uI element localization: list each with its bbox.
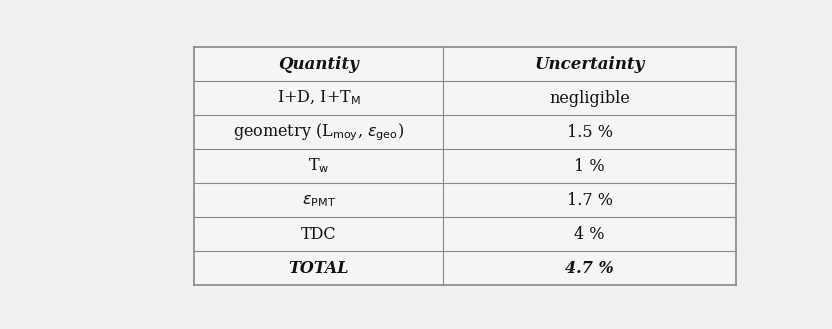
Text: negligible: negligible [549,89,630,107]
Bar [195,81,443,115]
Bar [443,251,736,285]
Text: TOTAL: TOTAL [289,260,349,277]
Bar [443,149,736,183]
Bar [195,115,443,149]
Bar [443,47,736,81]
Bar [195,183,443,217]
Text: 4 %: 4 % [574,226,605,243]
Bar [443,217,736,251]
Bar [443,115,736,149]
Bar [195,47,443,81]
Text: geometry (L$_\mathrm{moy}$, $\varepsilon_\mathrm{geo}$): geometry (L$_\mathrm{moy}$, $\varepsilon… [233,121,404,143]
Text: TDC: TDC [301,226,337,243]
Text: Uncertainty: Uncertainty [534,56,645,73]
Text: T$_\mathrm{w}$: T$_\mathrm{w}$ [308,157,329,175]
Text: I+D, I+T$_\mathrm{M}$: I+D, I+T$_\mathrm{M}$ [277,89,361,107]
Bar [195,217,443,251]
Bar [195,149,443,183]
Text: 1 %: 1 % [574,158,605,175]
Bar [443,183,736,217]
Text: 1.5 %: 1.5 % [567,124,612,140]
Text: Quantity: Quantity [279,56,359,73]
Bar [195,251,443,285]
Text: $\varepsilon_\mathrm{PMT}$: $\varepsilon_\mathrm{PMT}$ [302,192,336,209]
Bar [443,81,736,115]
Text: 4.7 %: 4.7 % [565,260,614,277]
Text: 1.7 %: 1.7 % [567,192,612,209]
